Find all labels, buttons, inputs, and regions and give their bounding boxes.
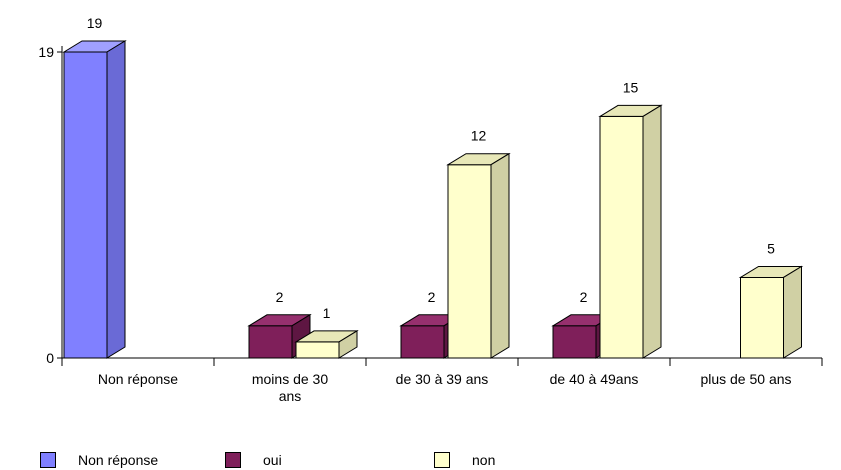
bar-non-front: [295, 341, 340, 359]
data-label: 19: [87, 15, 103, 31]
bar-chart: 0 19 Non réponse moins de 30 ans de 30 à 39 a…: [38, 15, 823, 404]
bar-non-front: [740, 276, 784, 359]
bar-non-side: [783, 265, 802, 359]
data-label: 2: [276, 289, 284, 305]
legend-swatch-non: [434, 452, 450, 468]
bar-oui-front: [400, 325, 445, 359]
bar-non-front: [447, 164, 492, 359]
bar-non-side: [642, 104, 662, 359]
bar-non-side: [338, 330, 358, 359]
legend: Non réponse oui non: [0, 450, 841, 470]
legend-swatch-non-reponse: [40, 452, 56, 468]
data-label: 1: [323, 305, 331, 321]
legend-label-non: non: [472, 452, 496, 468]
bar-oui-front: [552, 325, 597, 359]
data-label: 15: [623, 79, 639, 95]
data-label: 12: [471, 128, 487, 144]
legend-label-oui: oui: [263, 452, 282, 468]
bar-non-reponse-front: [63, 51, 108, 359]
bar-non-reponse-side: [106, 40, 126, 359]
bar-non-side: [490, 152, 510, 359]
x-tick-label: moins de 30 ans: [252, 371, 328, 404]
bar-oui-front: [248, 325, 293, 359]
chart-labels: 0 19 Non réponse moins de 30 ans de 30 à 39 a…: [38, 15, 791, 404]
legend-item-non-reponse: Non réponse: [40, 450, 158, 470]
x-tick-label: de 40 à 49ans: [550, 371, 639, 387]
x-tick-label: Non réponse: [98, 371, 178, 387]
legend-swatch-oui: [225, 452, 241, 468]
chart-bars: [62, 40, 804, 359]
x-tick-label: plus de 50 ans: [700, 371, 791, 387]
bar-non-front: [599, 115, 644, 359]
data-label: 2: [428, 289, 436, 305]
y-tick-label: 19: [38, 44, 54, 60]
y-tick-label: 0: [46, 350, 54, 366]
legend-label-non-reponse: Non réponse: [78, 452, 159, 468]
data-label: 2: [580, 289, 588, 305]
legend-item-oui: oui: [225, 450, 282, 470]
legend-item-non: non: [434, 450, 495, 470]
x-tick-label: de 30 à 39 ans: [396, 371, 489, 387]
data-label: 5: [767, 240, 775, 256]
